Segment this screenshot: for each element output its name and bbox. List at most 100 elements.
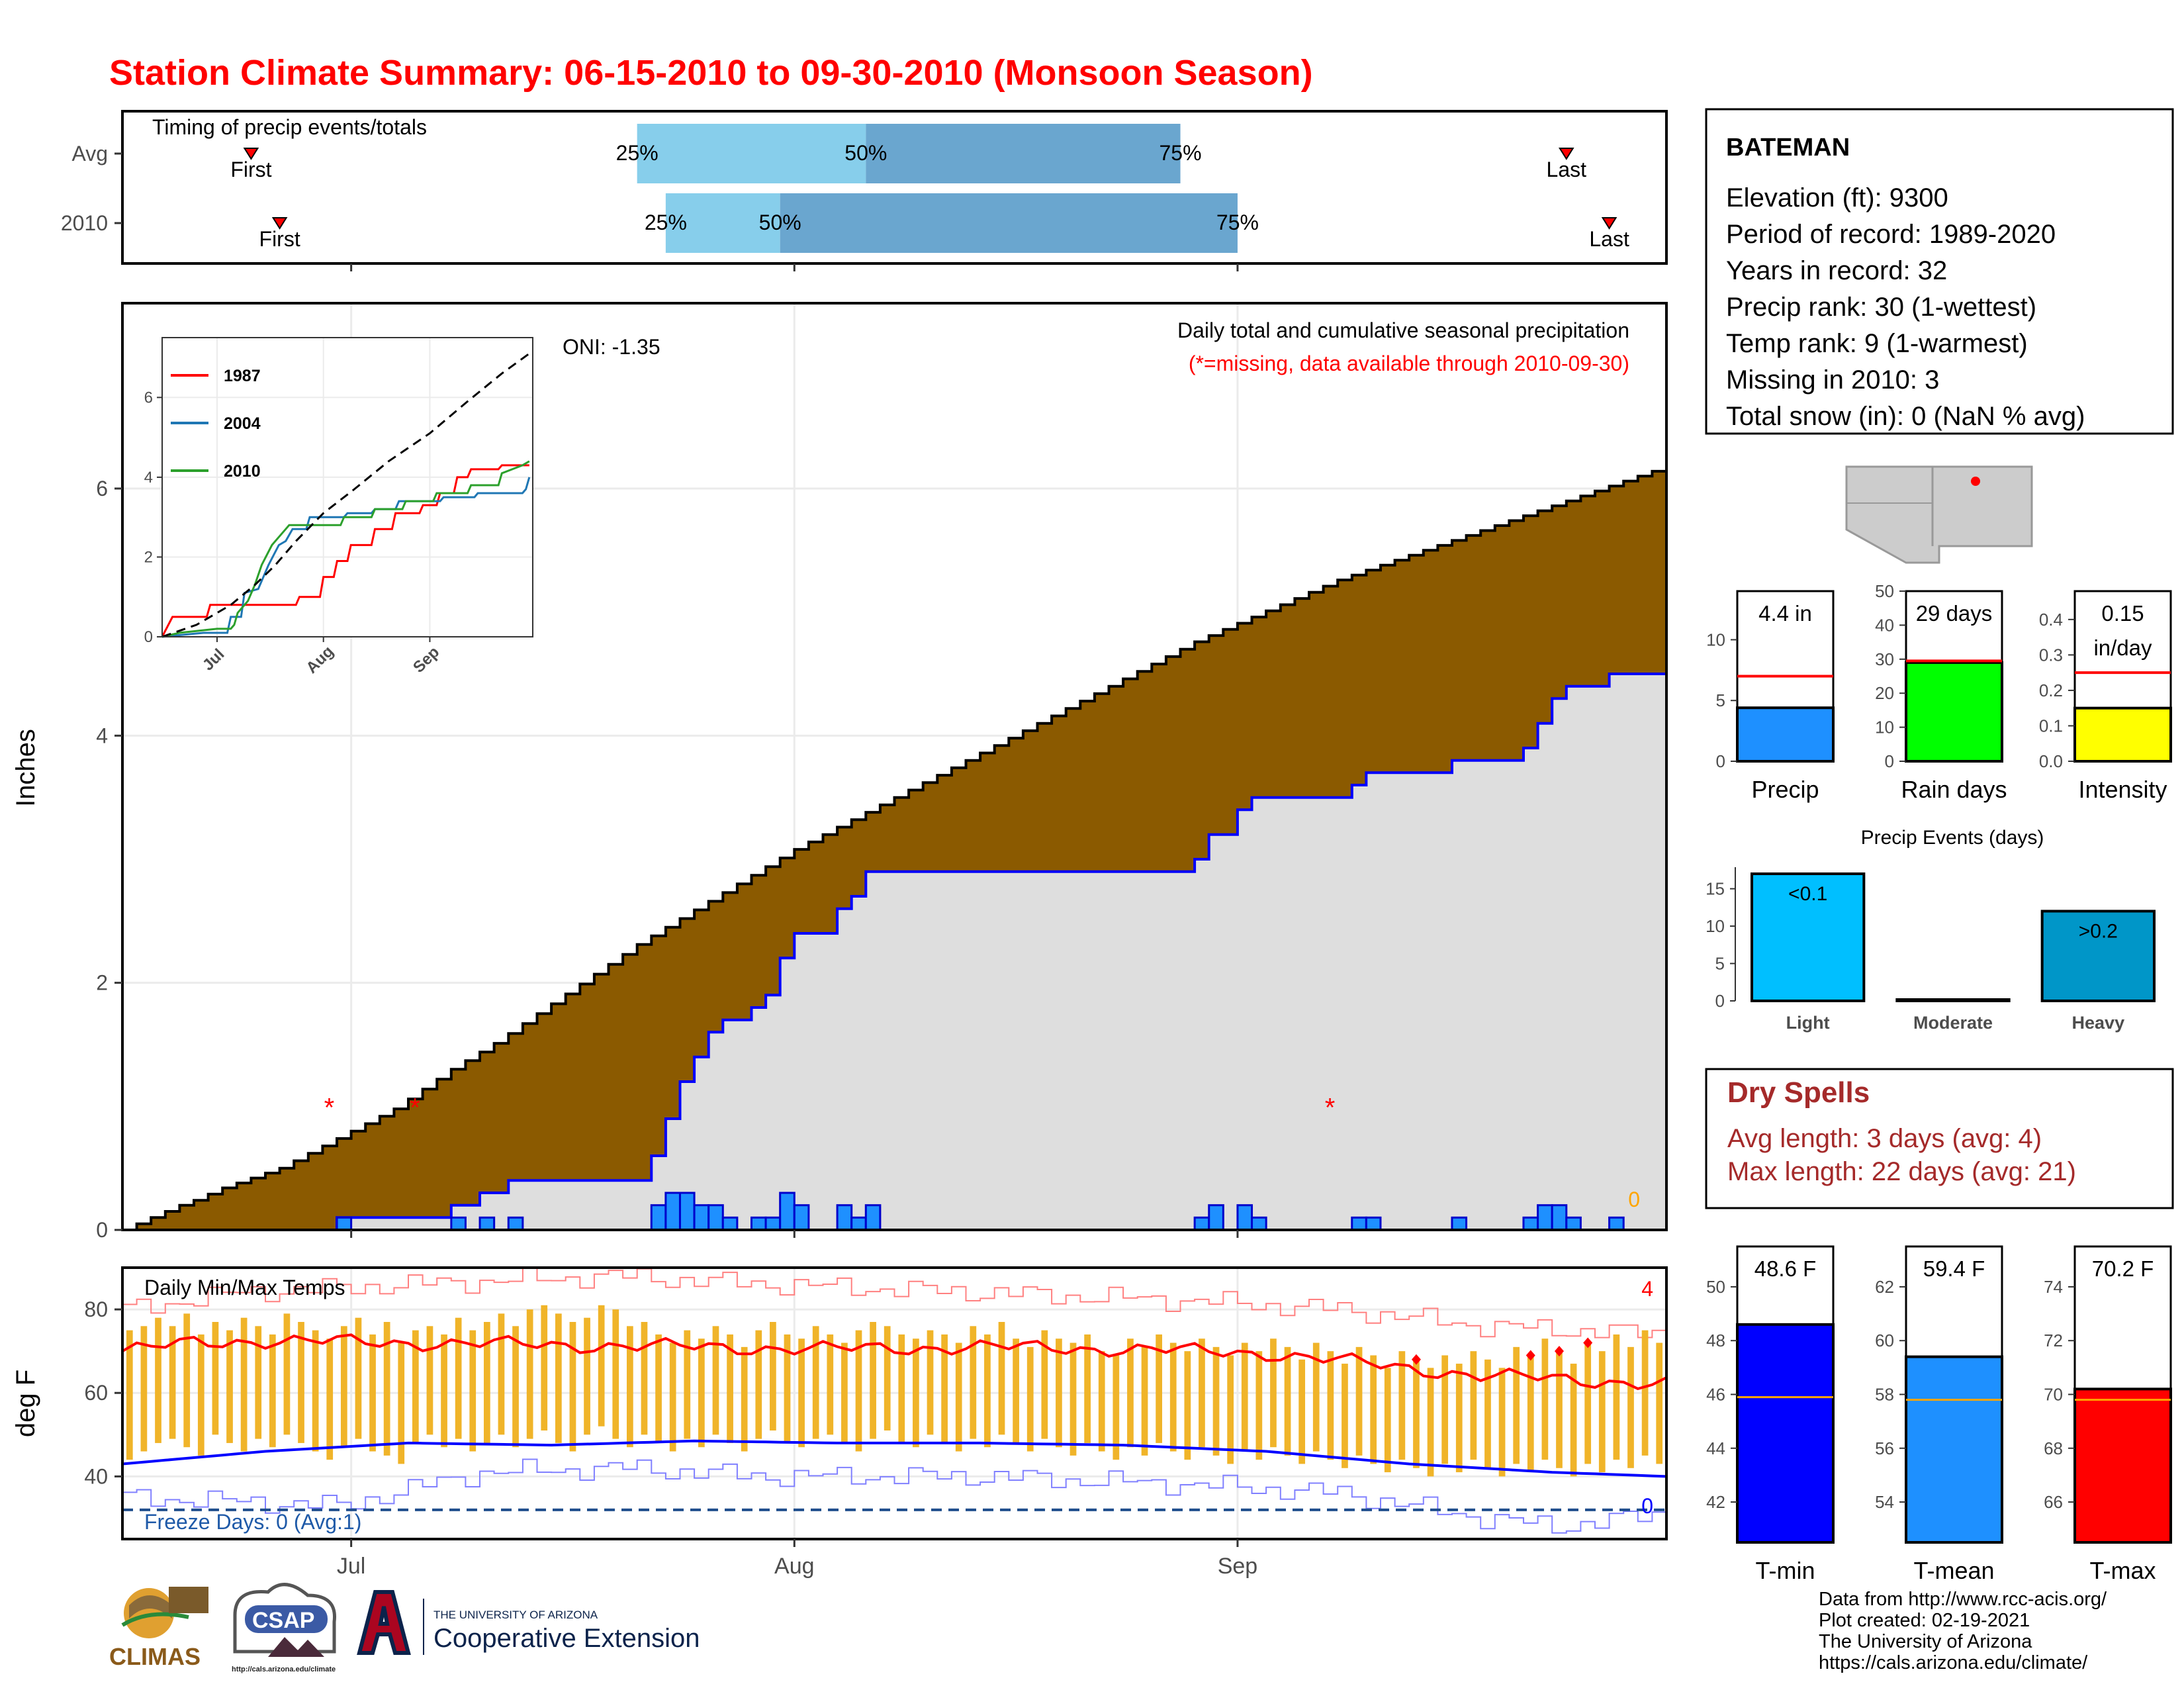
daily-temp-bar [984, 1334, 991, 1448]
daily-temp-bar [1342, 1364, 1348, 1468]
daily-temp-bar [1541, 1338, 1549, 1460]
daily-temp-bar [1327, 1351, 1334, 1460]
precip-gauge-y-tick-label: 5 [1716, 690, 1725, 710]
daily-temp-bar [1069, 1342, 1077, 1456]
daily-temp-bar [612, 1309, 619, 1439]
cold-days-count: 0 [1641, 1494, 1653, 1518]
daily-temp-bar [1656, 1342, 1663, 1464]
tmax-gauge-y-tick-label: 74 [2044, 1277, 2063, 1297]
timing-p50-label: 50% [759, 211, 801, 234]
timing-last-label: Last [1547, 158, 1587, 181]
tmax-gauge-y-tick-label: 70 [2044, 1385, 2063, 1405]
daily-temp-bar [1284, 1346, 1291, 1456]
cumulative-2010-line [122, 673, 1666, 1231]
daily-temp-bar [469, 1330, 477, 1452]
daily-temp-bar [355, 1317, 362, 1439]
daily-temp-bar [1227, 1355, 1234, 1464]
cumulative-2010-area [122, 674, 1666, 1230]
inset-series-2004 [161, 477, 531, 638]
dry-spells-avg: Avg length: 3 days (avg: 4) [1727, 1124, 2042, 1153]
daily-temp-bar [369, 1334, 376, 1452]
daily-temp-bar [712, 1326, 719, 1435]
daily-precip-bar [678, 1192, 696, 1231]
daily-temp-bar [955, 1342, 962, 1452]
daily-temp-bar [1413, 1359, 1420, 1468]
intensity-gauge-label: Intensity [2078, 776, 2167, 803]
daily-temp-bar [140, 1326, 148, 1452]
daily-temp-bar [383, 1322, 390, 1456]
timing-p25-label: 25% [616, 141, 659, 165]
daily-temp-bar [1098, 1351, 1105, 1452]
tmean-gauge-y-tick-label: 56 [1875, 1438, 1894, 1458]
temp-y-tick-label: 80 [84, 1297, 108, 1321]
daily-precip-bar [707, 1204, 724, 1231]
daily-temp-bar [1384, 1368, 1391, 1473]
daily-temp-bar [1627, 1346, 1634, 1468]
daily-temp-bar [1041, 1330, 1048, 1439]
daily-precip-bar [478, 1216, 496, 1231]
daily-temp-bar [827, 1334, 834, 1435]
daily-temp-bar [941, 1334, 948, 1443]
timing-bar-early [665, 193, 780, 253]
average-tmin-line [122, 1439, 1667, 1478]
daily-precip-bar [664, 1192, 681, 1231]
daily-precip-bar [779, 1192, 796, 1231]
daily-temp-bar [569, 1322, 576, 1452]
climas-text: CLIMAS [109, 1643, 201, 1670]
record-high-line [122, 1267, 1666, 1338]
daily-temp-bar [312, 1330, 319, 1452]
precip-y-tick-label: 0 [96, 1218, 108, 1242]
daily-precip-bar [1208, 1204, 1224, 1231]
raindays-gauge-y-tick-label: 10 [1875, 718, 1894, 737]
precip-note: (*=missing, data available through 2010-… [1189, 352, 1629, 375]
daily-temp-bar [998, 1322, 1005, 1435]
daily-temp-bar [1355, 1346, 1363, 1456]
daily-temp-bar [1084, 1334, 1091, 1443]
precip-events-panel: Precip Events (days) <0.1 Light Moderate >0.… [1706, 827, 2156, 1033]
daily-precip-bar [1522, 1216, 1539, 1231]
daily-temp-bar [870, 1322, 876, 1439]
daily-precip-bar [1608, 1216, 1625, 1231]
tmin-gauge-y-tick-label: 50 [1706, 1277, 1725, 1297]
daily-temp-bar [1056, 1338, 1062, 1448]
events-bar-moderate [1895, 998, 2011, 1002]
daily-temp-bar [698, 1338, 705, 1448]
daily-temp-bar [1427, 1368, 1434, 1477]
footer-credits: Data from http://www.rcc-acis.org/ Plot … [1819, 1589, 2107, 1673]
daily-precip-bar [1551, 1204, 1568, 1231]
daily-temp-bar [655, 1334, 662, 1443]
record-high-marker [1583, 1337, 1593, 1348]
intensity-gauge-y-tick-label: 0.4 [2039, 610, 2063, 630]
daily-temp-bar [512, 1326, 519, 1448]
daily-temp-bar [898, 1334, 905, 1443]
tmean-gauge-y-tick-label: 58 [1875, 1385, 1894, 1405]
cumulative-average-line [122, 469, 1666, 1231]
daily-temp-bar [240, 1317, 248, 1452]
tmin-gauge-y-tick-label: 44 [1706, 1438, 1725, 1458]
daily-temp-bar [269, 1334, 276, 1448]
inset-legend-label-2004: 2004 [224, 414, 261, 433]
inset-series-2010 [161, 460, 530, 638]
tmean-gauge-label: T-mean [1913, 1557, 1994, 1584]
timing-row-label: 2010 [61, 211, 108, 235]
ua-title: THE UNIVERSITY OF ARIZONA [433, 1609, 598, 1621]
record-high-marker [1554, 1346, 1564, 1357]
daily-temp-bar [1141, 1346, 1148, 1456]
partner-logos: CLIMAS CSAP http://cals.arizona.edu/clim… [109, 1583, 700, 1673]
station-name: BATEMAN [1726, 134, 1850, 162]
daily-temp-bar [1598, 1351, 1606, 1473]
timing-panel: Timing of precip events/totals 25% 50% 75% F… [61, 110, 1668, 271]
timing-bar-late [780, 193, 1238, 253]
precip-y-axis-label: Inches [11, 729, 40, 807]
daily-temp-bar [541, 1305, 548, 1430]
daily-temp-bar [483, 1322, 490, 1443]
daily-temp-bar [584, 1317, 590, 1435]
temp-background [122, 1268, 1666, 1539]
daily-temp-bar [841, 1342, 848, 1443]
daily-temp-bar [598, 1305, 605, 1427]
daily-precip-bar [1251, 1216, 1267, 1231]
daily-temp-bar [298, 1322, 304, 1443]
temp-y-tick-label: 60 [84, 1381, 108, 1405]
